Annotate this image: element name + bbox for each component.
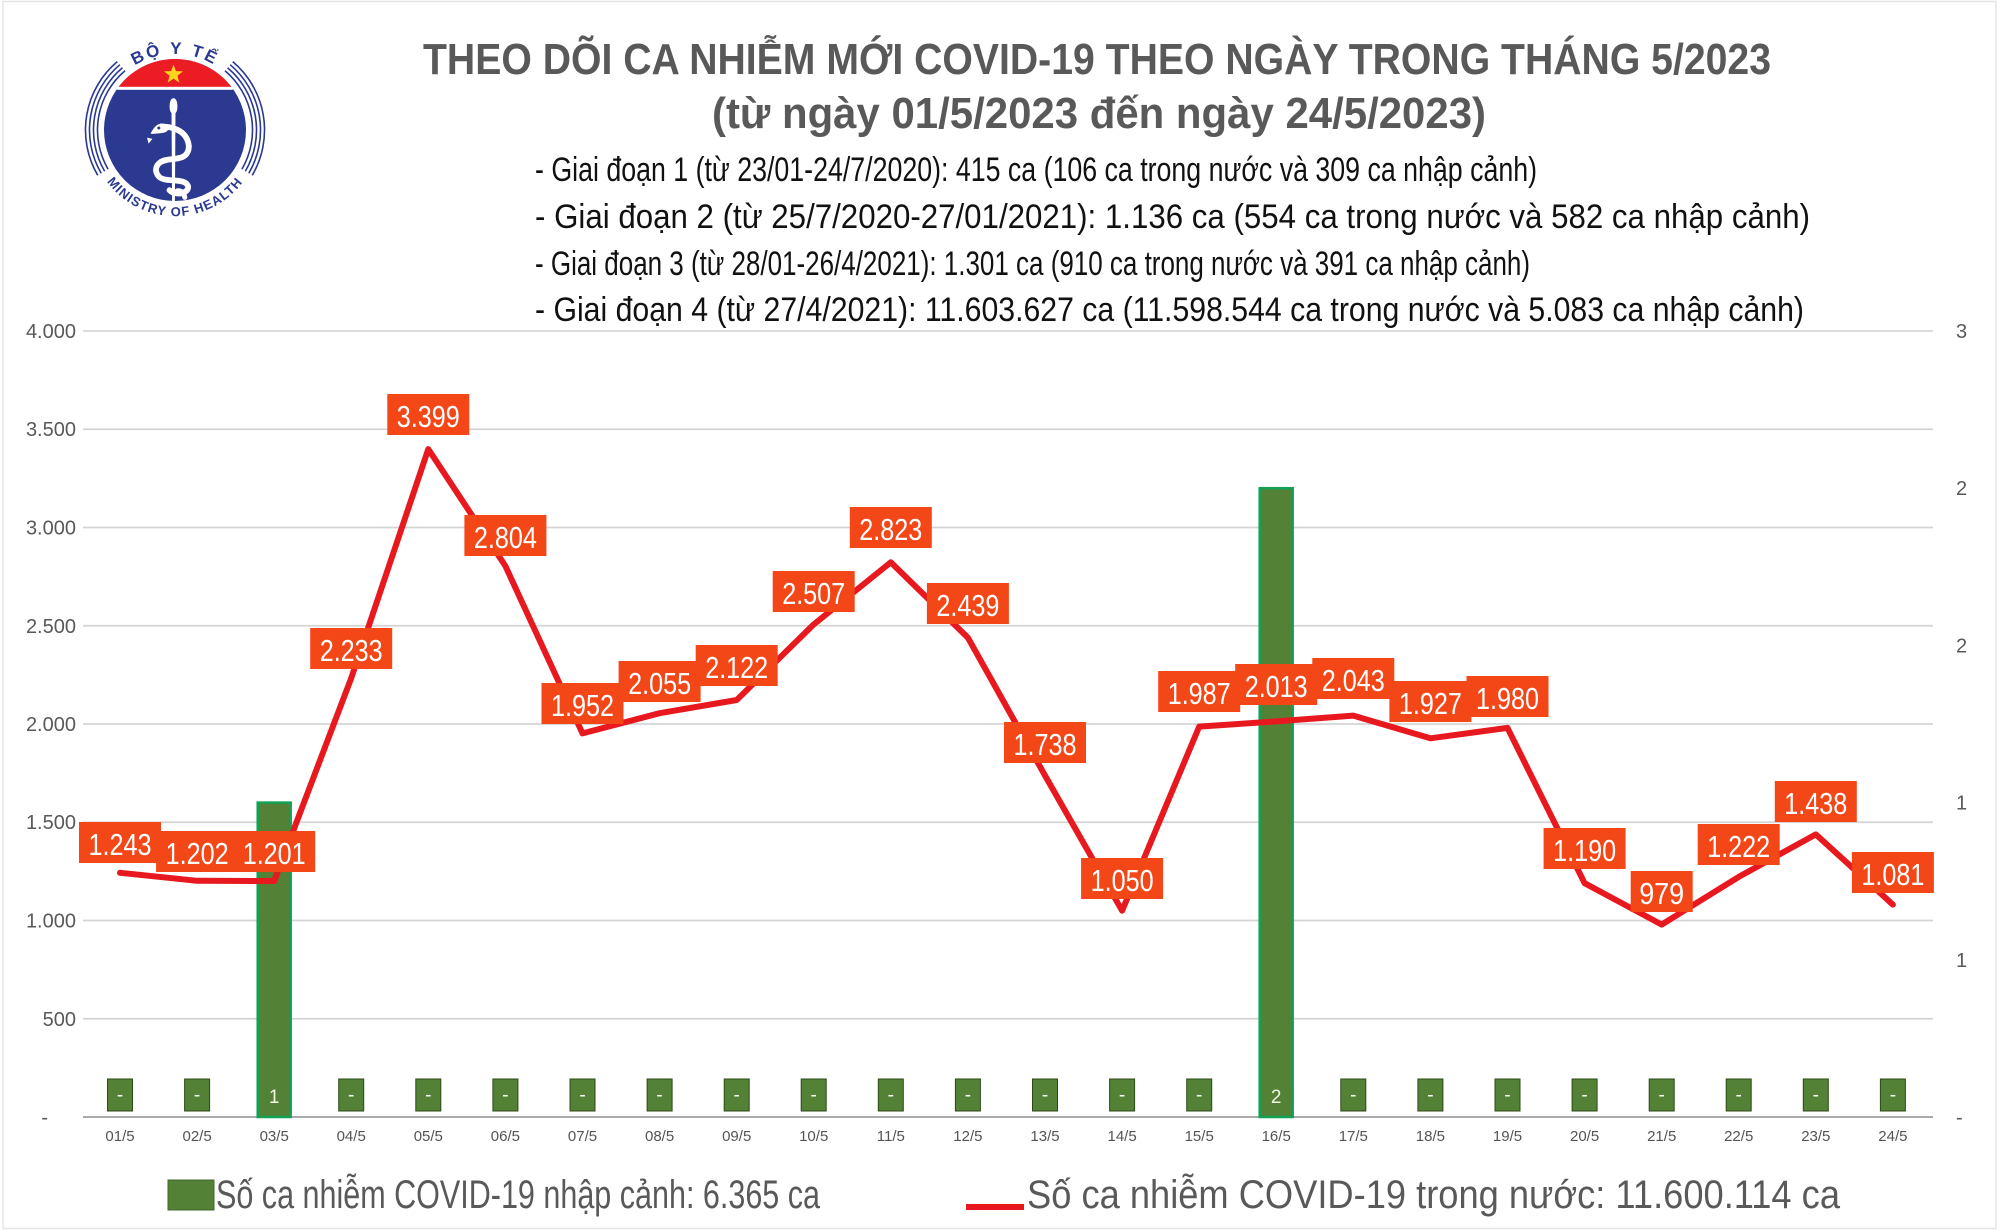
svg-text:4.000: 4.000 [26, 321, 76, 343]
svg-text:3.000: 3.000 [26, 518, 76, 540]
svg-text:Số ca nhiễm COVID-19 trong nướ: Số ca nhiễm COVID-19 trong nước: 11.600.… [1027, 1172, 1841, 1217]
svg-text:2.122: 2.122 [705, 650, 768, 685]
svg-text:16/5: 16/5 [1262, 1128, 1291, 1145]
svg-text:1.000: 1.000 [26, 911, 76, 933]
svg-text:-: - [1581, 1085, 1587, 1106]
svg-text:2.439: 2.439 [936, 588, 999, 623]
svg-text:1: 1 [269, 1087, 280, 1108]
svg-text:-: - [1736, 1085, 1742, 1106]
svg-text:1.222: 1.222 [1707, 829, 1770, 864]
svg-text:THEO DÕI CA NHIỄM MỚI COVID-19: THEO DÕI CA NHIỄM MỚI COVID-19 THEO NGÀY… [423, 34, 1771, 84]
svg-text:1.738: 1.738 [1014, 727, 1077, 762]
svg-text:-: - [1659, 1085, 1665, 1106]
svg-text:1.500: 1.500 [26, 812, 76, 834]
svg-text:3: 3 [1956, 321, 1967, 343]
svg-text:13/5: 13/5 [1030, 1128, 1059, 1145]
svg-text:01/5: 01/5 [105, 1128, 134, 1145]
svg-text:1.243: 1.243 [89, 827, 152, 862]
svg-text:2: 2 [1271, 1087, 1282, 1108]
svg-text:2: 2 [1956, 635, 1967, 657]
svg-text:07/5: 07/5 [568, 1128, 597, 1145]
svg-text:1: 1 [1956, 793, 1967, 815]
svg-text:04/5: 04/5 [337, 1128, 366, 1145]
svg-text:-: - [502, 1085, 508, 1106]
svg-text:08/5: 08/5 [645, 1128, 674, 1145]
svg-text:15/5: 15/5 [1185, 1128, 1214, 1145]
svg-text:1.050: 1.050 [1091, 863, 1154, 898]
svg-text:1.190: 1.190 [1553, 833, 1616, 868]
svg-text:1.081: 1.081 [1861, 857, 1924, 892]
svg-text:-: - [734, 1085, 740, 1106]
svg-text:-: - [1956, 1107, 1963, 1129]
svg-text:-: - [1813, 1085, 1819, 1106]
svg-text:2.804: 2.804 [474, 520, 537, 555]
svg-text:2.233: 2.233 [320, 633, 383, 668]
svg-text:-: - [965, 1085, 971, 1106]
svg-text:-: - [41, 1107, 48, 1129]
svg-text:23/5: 23/5 [1801, 1128, 1830, 1145]
svg-text:1.202: 1.202 [166, 836, 229, 871]
svg-text:-: - [425, 1085, 431, 1106]
svg-text:3.399: 3.399 [397, 399, 460, 434]
svg-text:979: 979 [1639, 876, 1684, 911]
svg-text:2.500: 2.500 [26, 616, 76, 638]
svg-text:06/5: 06/5 [491, 1128, 520, 1145]
svg-text:-: - [1504, 1085, 1510, 1106]
svg-text:-: - [348, 1085, 354, 1106]
svg-text:- Giai đoạn 2 (từ 25/7/2020-27: - Giai đoạn 2 (từ 25/7/2020-27/01/2021):… [535, 198, 1810, 236]
svg-text:-: - [811, 1085, 817, 1106]
svg-text:1.952: 1.952 [551, 688, 614, 723]
svg-text:09/5: 09/5 [722, 1128, 751, 1145]
svg-text:05/5: 05/5 [414, 1128, 443, 1145]
svg-text:3.500: 3.500 [26, 419, 76, 441]
svg-text:Số ca nhiễm COVID-19 nhập cảnh: Số ca nhiễm COVID-19 nhập cảnh: 6.365 ca [216, 1172, 821, 1217]
svg-text:1.987: 1.987 [1168, 676, 1231, 711]
svg-text:-: - [1196, 1085, 1202, 1106]
svg-text:22/5: 22/5 [1724, 1128, 1753, 1145]
svg-text:-: - [1119, 1085, 1125, 1106]
svg-text:-: - [579, 1085, 585, 1106]
svg-text:- Giai đoạn 3 (từ 28/01-26/4/2: - Giai đoạn 3 (từ 28/01-26/4/2021): 1.30… [535, 245, 1530, 283]
svg-text:14/5: 14/5 [1107, 1128, 1136, 1145]
svg-text:19/5: 19/5 [1493, 1128, 1522, 1145]
svg-text:24/5: 24/5 [1878, 1128, 1907, 1145]
svg-text:1.980: 1.980 [1476, 681, 1539, 716]
svg-text:- Giai đoạn 1 (từ 23/01-24/7/2: - Giai đoạn 1 (từ 23/01-24/7/2020): 415 … [535, 151, 1537, 189]
svg-text:500: 500 [43, 1009, 76, 1031]
svg-text:1.927: 1.927 [1399, 686, 1462, 721]
svg-text:-: - [1350, 1085, 1356, 1106]
svg-text:2.507: 2.507 [782, 576, 845, 611]
svg-text:02/5: 02/5 [182, 1128, 211, 1145]
svg-text:-: - [1890, 1085, 1896, 1106]
svg-text:20/5: 20/5 [1570, 1128, 1599, 1145]
svg-text:12/5: 12/5 [953, 1128, 982, 1145]
svg-text:10/5: 10/5 [799, 1128, 828, 1145]
svg-text:18/5: 18/5 [1416, 1128, 1445, 1145]
svg-text:1.201: 1.201 [243, 836, 306, 871]
svg-text:-: - [656, 1085, 662, 1106]
svg-text:-: - [117, 1085, 123, 1106]
svg-text:1.438: 1.438 [1784, 786, 1847, 821]
svg-text:17/5: 17/5 [1339, 1128, 1368, 1145]
svg-text:2.043: 2.043 [1322, 663, 1385, 698]
svg-text:21/5: 21/5 [1647, 1128, 1676, 1145]
svg-text:2.000: 2.000 [26, 714, 76, 736]
svg-text:2.055: 2.055 [628, 666, 691, 701]
svg-text:(từ ngày 01/5/2023 đến ngày 24: (từ ngày 01/5/2023 đến ngày 24/5/2023) [712, 89, 1486, 138]
svg-text:11/5: 11/5 [877, 1128, 905, 1145]
svg-text:2.823: 2.823 [859, 512, 922, 547]
svg-text:-: - [888, 1085, 894, 1106]
svg-text:-: - [1042, 1085, 1048, 1106]
svg-text:-: - [1427, 1085, 1433, 1106]
svg-text:- Giai đoạn 4 (từ 27/4/2021):: - Giai đoạn 4 (từ 27/4/2021): 11.603.627… [535, 291, 1804, 329]
svg-text:2: 2 [1956, 478, 1967, 500]
svg-text:1: 1 [1956, 950, 1967, 972]
svg-text:-: - [194, 1085, 200, 1106]
svg-text:2.013: 2.013 [1245, 669, 1308, 704]
svg-text:03/5: 03/5 [260, 1128, 289, 1145]
